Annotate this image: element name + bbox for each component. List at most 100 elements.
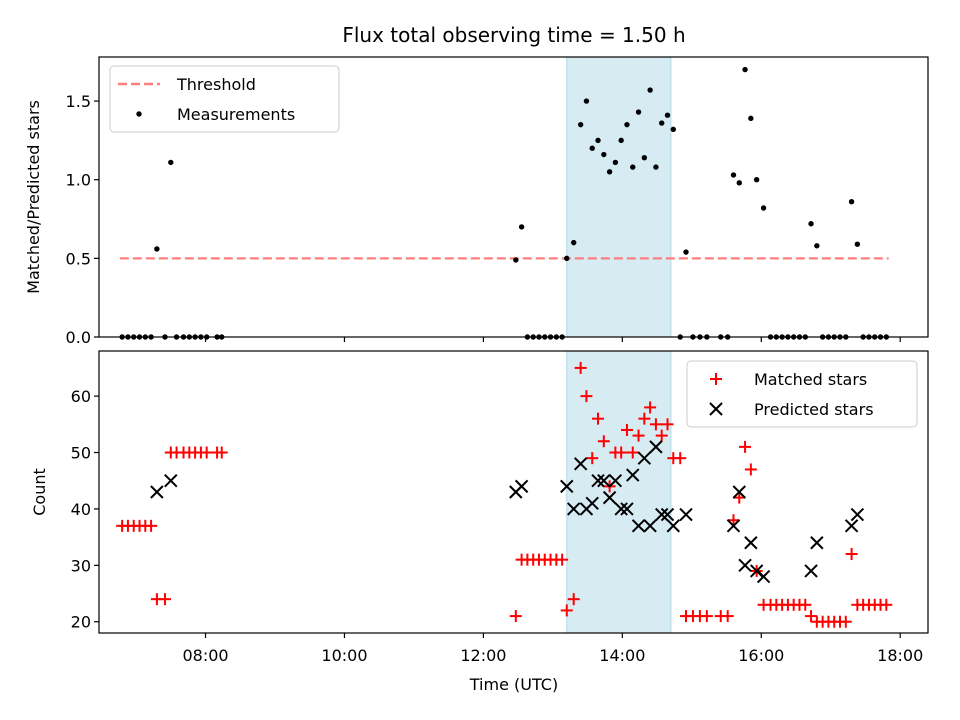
measurement-point	[670, 126, 676, 133]
predicted-star-point	[591, 474, 605, 488]
predicted-star-point	[666, 519, 680, 533]
measurement-point	[808, 221, 814, 227]
measurement-point	[168, 159, 174, 166]
predicted-star-point	[560, 479, 574, 494]
measurement-point	[624, 121, 630, 128]
measurement-point	[736, 180, 742, 186]
measurement-point	[583, 98, 590, 104]
matched-star-point	[733, 491, 746, 504]
predicted-star-point	[573, 457, 588, 471]
matched-star-point	[805, 610, 818, 623]
measurement-point	[730, 172, 737, 178]
matched-star-point	[655, 429, 668, 442]
measurement-point	[854, 241, 861, 247]
measurement-point	[659, 120, 665, 126]
matched-star-point	[215, 446, 228, 459]
x-tick-label: 08:00	[182, 646, 228, 665]
bottom-y-axis-label: Count	[30, 468, 49, 516]
x-tick-label: 14:00	[599, 646, 645, 665]
matched-star-point	[158, 593, 171, 606]
matched-star-point	[674, 452, 687, 465]
measurement-point	[577, 121, 584, 128]
predicted-star-point	[585, 496, 599, 510]
measurement-point	[612, 159, 619, 166]
measurement-point	[742, 66, 748, 73]
predicted-star-point	[631, 519, 646, 533]
measurement-point	[683, 249, 689, 255]
y-tick-label: 0.5	[66, 249, 91, 268]
predicted-star-point	[726, 519, 741, 533]
measurement-point	[641, 154, 648, 161]
top-y-axis-label: Matched/Predicted stars	[24, 100, 43, 294]
matched-star-point	[620, 423, 633, 436]
predicted-star-point	[626, 468, 640, 482]
measurement-point	[653, 164, 659, 170]
predicted-star-point	[804, 564, 818, 578]
predicted-star-point	[654, 507, 669, 522]
matched-star-point	[632, 429, 645, 442]
measurement-point	[564, 255, 570, 262]
matched-star-point	[649, 418, 662, 431]
legend-measurements-label: Measurements	[177, 105, 295, 124]
y-tick-label: 60	[71, 387, 91, 406]
matched-star-point	[727, 514, 740, 527]
measurement-point	[601, 151, 607, 158]
legend-threshold-label: Threshold	[176, 75, 256, 94]
matched-star-point	[560, 604, 573, 617]
measurement-point	[154, 246, 160, 252]
matched-star-point	[556, 553, 569, 566]
highlight-span-top	[566, 56, 672, 338]
x-axis-label: Time (UTC)	[469, 675, 558, 694]
top-axes-frame	[98, 56, 929, 338]
matched-star-point	[597, 435, 610, 448]
measurement-point	[513, 257, 519, 263]
y-tick-label: 1.5	[66, 92, 91, 111]
matched-star-point	[799, 598, 812, 611]
predicted-star-point	[608, 474, 623, 488]
legend-predicted-swatch	[709, 402, 723, 416]
y-tick-label: 1.0	[66, 171, 91, 190]
predicted-star-point	[164, 474, 178, 488]
matched-star-point	[721, 610, 734, 623]
predicted-star-point	[597, 474, 611, 488]
highlight-span-bottom	[566, 350, 672, 634]
predicted-star-point	[679, 507, 693, 522]
matched-star-point	[839, 615, 852, 628]
matched-star-point	[644, 401, 657, 414]
predicted-star-point	[744, 536, 758, 550]
y-tick-label: 40	[71, 500, 91, 519]
predicted-star-point	[738, 558, 752, 573]
bottom-legend: Matched stars Predicted stars	[686, 360, 918, 428]
measurement-point	[848, 199, 855, 205]
y-tick-label: 20	[71, 613, 91, 632]
legend-measurements-swatch	[136, 111, 142, 117]
x-tick-label: 16:00	[738, 646, 784, 665]
predicted-star-point	[514, 479, 529, 494]
measurement-point	[635, 109, 642, 115]
y-tick-label: 30	[71, 556, 91, 575]
matched-star-point	[592, 412, 605, 425]
measurement-point	[589, 145, 595, 151]
predicted-star-point	[844, 519, 859, 533]
predicted-star-point	[643, 519, 657, 533]
matched-star-point	[661, 418, 674, 431]
matched-star-point	[626, 446, 639, 459]
predicted-star-point	[614, 502, 628, 516]
measurement-point	[760, 205, 767, 211]
measurement-point	[618, 137, 624, 144]
matched-star-point	[586, 452, 599, 465]
predicted-star-point	[732, 485, 746, 499]
predicted-star-point	[649, 440, 663, 454]
matched-star-point	[739, 440, 752, 453]
top-panel: 0.0 0.5 1.0 1.5 Matched/Predicted stars Thr…	[24, 56, 929, 347]
measurement-point	[571, 239, 577, 246]
predicted-star-point	[637, 451, 652, 465]
predicted-star-point	[850, 507, 865, 522]
predicted-star-point	[566, 502, 581, 516]
x-tick-label: 18:00	[877, 646, 923, 665]
predicted-star-point	[756, 569, 771, 584]
predicted-star-point	[620, 502, 634, 516]
legend-matched-swatch	[710, 373, 722, 385]
x-tick-label: 10:00	[321, 646, 367, 665]
